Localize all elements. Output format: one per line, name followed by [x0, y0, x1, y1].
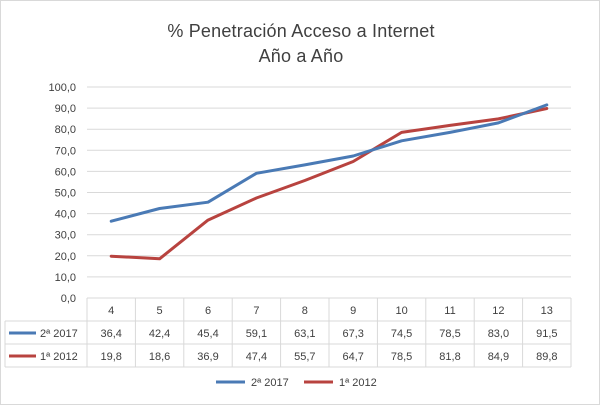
y-tick-label: 0,0	[61, 293, 76, 305]
table-cell-value: 45,4	[197, 328, 218, 340]
chart-title: % Penetración Acceso a Internet	[167, 21, 435, 41]
y-tick-label: 30,0	[55, 230, 76, 242]
y-tick-label: 60,0	[55, 166, 76, 178]
table-cell-value: 36,4	[100, 328, 121, 340]
table-cell-value: 47,4	[246, 351, 267, 363]
table-cell-value: 84,9	[488, 351, 509, 363]
x-category-label: 11	[444, 305, 455, 317]
y-tick-label: 80,0	[55, 124, 76, 136]
x-category-label: 6	[205, 305, 211, 317]
table-series-name: 2ª 2017	[40, 328, 78, 340]
table-cell-value: 55,7	[294, 351, 315, 363]
y-tick-label: 70,0	[55, 145, 76, 157]
table-cell-value: 19,8	[100, 351, 121, 363]
table-series-name: 1ª 2012	[40, 351, 78, 363]
table-cell-value: 18,6	[149, 351, 170, 363]
table-cell-value: 81,8	[439, 351, 460, 363]
table-cell-value: 89,8	[536, 351, 557, 363]
y-tick-label: 20,0	[55, 251, 76, 263]
x-category-label: 4	[108, 305, 114, 317]
table-cell-value: 91,5	[536, 328, 557, 340]
x-category-label: 7	[253, 305, 259, 317]
table-cell-value: 64,7	[342, 351, 363, 363]
table-cell-value: 36,9	[197, 351, 218, 363]
y-tick-label: 10,0	[55, 272, 76, 284]
table-cell-value: 78,5	[439, 328, 460, 340]
chart-subtitle: Año a Año	[258, 46, 344, 66]
x-category-label: 9	[350, 305, 356, 317]
y-tick-label: 40,0	[55, 209, 76, 221]
x-category-label: 12	[492, 305, 504, 317]
legend-label: 2ª 2017	[251, 377, 289, 389]
x-category-label: 10	[395, 305, 407, 317]
x-category-label: 8	[302, 305, 308, 317]
x-category-label: 5	[157, 305, 163, 317]
table-cell-value: 42,4	[149, 328, 170, 340]
y-tick-label: 100,0	[48, 82, 76, 94]
table-cell-value: 83,0	[488, 328, 509, 340]
series-line	[109, 107, 549, 261]
table-cell-value: 67,3	[342, 328, 363, 340]
y-tick-label: 90,0	[55, 103, 76, 115]
table-cell-value: 59,1	[246, 328, 267, 340]
table-cell-value: 74,5	[391, 328, 412, 340]
x-category-label: 13	[541, 305, 553, 317]
y-tick-label: 50,0	[55, 188, 76, 200]
legend-label: 1ª 2012	[339, 377, 377, 389]
table-cell-value: 78,5	[391, 351, 412, 363]
series-line	[109, 103, 549, 223]
table-cell-value: 63,1	[294, 328, 315, 340]
